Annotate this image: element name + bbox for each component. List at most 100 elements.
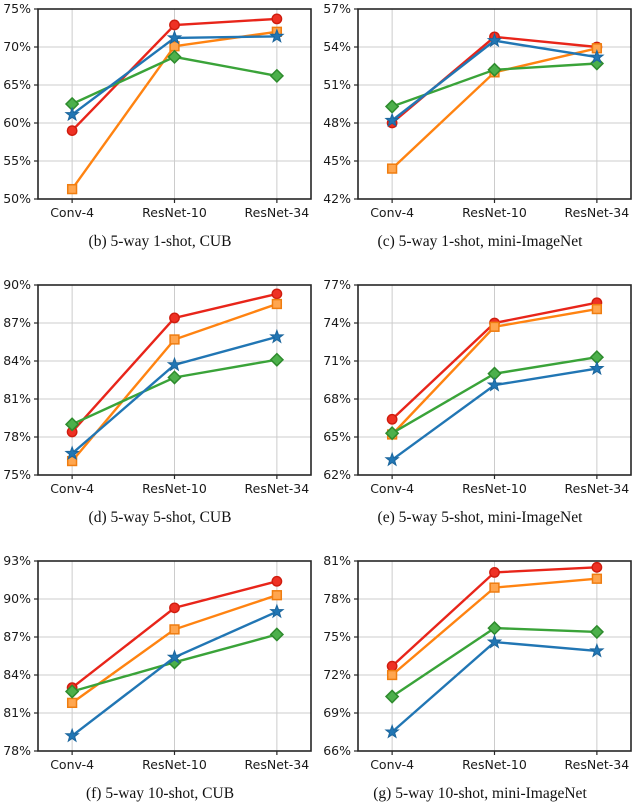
y-tick-label: 70% [3, 39, 31, 54]
y-tick-label: 69% [323, 705, 351, 720]
y-tick-label: 45% [323, 153, 351, 168]
y-tick-label: 78% [323, 591, 351, 606]
marker-star-blue-star [269, 328, 285, 344]
y-tick-label: 84% [3, 667, 31, 682]
y-tick-label: 77% [323, 277, 351, 292]
chart-caption: (f) 5-way 10-shot, CUB [85, 785, 235, 802]
y-tick-label: 74% [323, 315, 351, 330]
marker-star-blue-star [166, 356, 183, 372]
marker-diamond-green-diamond [384, 99, 400, 114]
marker-diamond-green-diamond [487, 62, 502, 77]
marker-diamond-green-diamond [269, 68, 285, 84]
chart-caption: (c) 5-way 1-shot, mini-ImageNet [377, 233, 583, 250]
marker-square-orange-square [386, 163, 398, 174]
y-tick-label: 51% [323, 77, 351, 92]
marker-square-orange-square [591, 303, 603, 315]
marker-diamond-green-diamond [384, 426, 400, 441]
marker-circle-red-circle [386, 413, 398, 425]
figure-row-2: 75% 78% 81% 84% 87% 90% Conv-4 ResNet-10 ResNet-… [0, 277, 640, 527]
y-tick-label: 84% [3, 353, 31, 368]
marker-star-blue-star [589, 360, 605, 376]
x-tick-label: Conv-4 [370, 205, 414, 220]
chart-5way-10shot-cub: 78% 81% 84% 87% 90% 93% Conv-4 ResNet-10 ResNet-… [0, 553, 320, 803]
x-tick-label: ResNet-10 [462, 757, 527, 772]
chart-caption: (b) 5-way 1-shot, CUB [88, 233, 232, 250]
marker-star-blue-star [269, 603, 285, 619]
y-tick-label: 93% [3, 553, 31, 568]
marker-star-blue-star [64, 445, 80, 461]
x-tick-label: ResNet-10 [142, 205, 207, 220]
x-tick-label: ResNet-34 [565, 481, 630, 496]
marker-star-blue-star [384, 451, 400, 467]
figure-row-3: 78% 81% 84% 87% 90% 93% Conv-4 ResNet-10 ResNet-… [0, 553, 640, 803]
y-tick-label: 75% [323, 629, 351, 644]
marker-star-blue-star [64, 727, 80, 743]
marker-star-blue-star [486, 633, 503, 649]
marker-square-orange-square [489, 582, 500, 593]
chart-canvas-5shot-cub: 75% 78% 81% 84% 87% 90% Conv-4 ResNet-10 ResNet-… [3, 277, 312, 496]
marker-circle-red-circle [489, 566, 500, 578]
y-tick-label: 75% [3, 467, 31, 482]
y-tick-label: 81% [3, 705, 31, 720]
marker-diamond-green-diamond [269, 352, 285, 367]
x-tick-label: ResNet-10 [142, 481, 207, 496]
chart-5way-10shot-mini-imagenet: 66% 69% 72% 75% 78% 81% Conv-4 ResNet-10 ResNet-… [320, 553, 640, 803]
marker-star-blue-star [384, 112, 400, 128]
chart-caption: (d) 5-way 5-shot, CUB [88, 509, 232, 526]
x-tick-label: ResNet-34 [245, 481, 310, 496]
marker-square-orange-square [169, 624, 180, 635]
y-tick-label: 75% [3, 1, 31, 16]
x-tick-label: ResNet-34 [245, 757, 310, 772]
marker-star-blue-star [64, 106, 80, 122]
marker-star-blue-star [166, 29, 183, 45]
y-tick-label: 62% [323, 467, 351, 482]
chart-canvas-5shot-mini-imagenet: 62% 65% 68% 71% 74% 77% Conv-4 ResNet-10 ResNet-… [323, 277, 632, 496]
marker-circle-red-circle [271, 13, 283, 25]
chart-caption: (g) 5-way 10-shot, mini-ImageNet [373, 785, 587, 802]
chart-5way-1shot-cub: 50% 55% 60% 65% 70% 75% Conv-4 ResNet-10 ResNet-… [0, 1, 320, 251]
y-tick-label: 57% [323, 1, 351, 16]
marker-circle-red-circle [591, 561, 603, 573]
y-tick-label: 65% [323, 429, 351, 444]
y-tick-label: 87% [3, 629, 31, 644]
marker-diamond-green-diamond [64, 417, 80, 432]
x-tick-label: ResNet-10 [462, 481, 527, 496]
y-tick-label: 90% [3, 591, 31, 606]
marker-star-blue-star [589, 642, 605, 658]
y-tick-label: 68% [323, 391, 351, 406]
marker-star-blue-star [486, 32, 503, 48]
marker-square-orange-square [271, 298, 283, 310]
marker-diamond-green-diamond [487, 620, 502, 636]
y-tick-label: 66% [323, 743, 351, 758]
y-tick-label: 72% [323, 667, 351, 682]
x-tick-label: ResNet-10 [462, 205, 527, 220]
y-tick-label: 65% [3, 77, 31, 92]
marker-circle-red-circle [386, 660, 398, 672]
marker-star-blue-star [486, 376, 503, 392]
marker-square-orange-square [591, 573, 603, 584]
chart-caption: (e) 5-way 5-shot, mini-ImageNet [377, 509, 583, 526]
x-tick-label: Conv-4 [370, 481, 414, 496]
y-tick-label: 87% [3, 315, 31, 330]
marker-square-orange-square [386, 669, 398, 681]
x-tick-label: ResNet-34 [245, 205, 310, 220]
marker-circle-red-circle [169, 602, 180, 614]
y-tick-label: 78% [3, 429, 31, 444]
chart-5way-5shot-mini-imagenet: 62% 65% 68% 71% 74% 77% Conv-4 ResNet-10 ResNet-… [320, 277, 640, 527]
marker-diamond-green-diamond [167, 49, 182, 65]
chart-canvas-10shot-cub: 78% 81% 84% 87% 90% 93% Conv-4 ResNet-10 ResNet-… [3, 553, 312, 772]
marker-circle-red-circle [271, 288, 283, 300]
marker-diamond-green-diamond [167, 370, 182, 385]
y-tick-label: 71% [323, 353, 351, 368]
marker-star-blue-star [589, 49, 605, 64]
x-tick-label: Conv-4 [50, 757, 94, 772]
x-tick-label: ResNet-10 [142, 757, 207, 772]
y-tick-label: 81% [323, 553, 351, 568]
marker-circle-red-circle [66, 125, 78, 137]
marker-star-blue-star [166, 649, 183, 664]
y-tick-label: 48% [323, 115, 351, 130]
y-tick-label: 90% [3, 277, 31, 292]
marker-diamond-green-diamond [269, 627, 285, 642]
marker-diamond-green-diamond [64, 684, 80, 699]
marker-square-orange-square [271, 590, 283, 601]
